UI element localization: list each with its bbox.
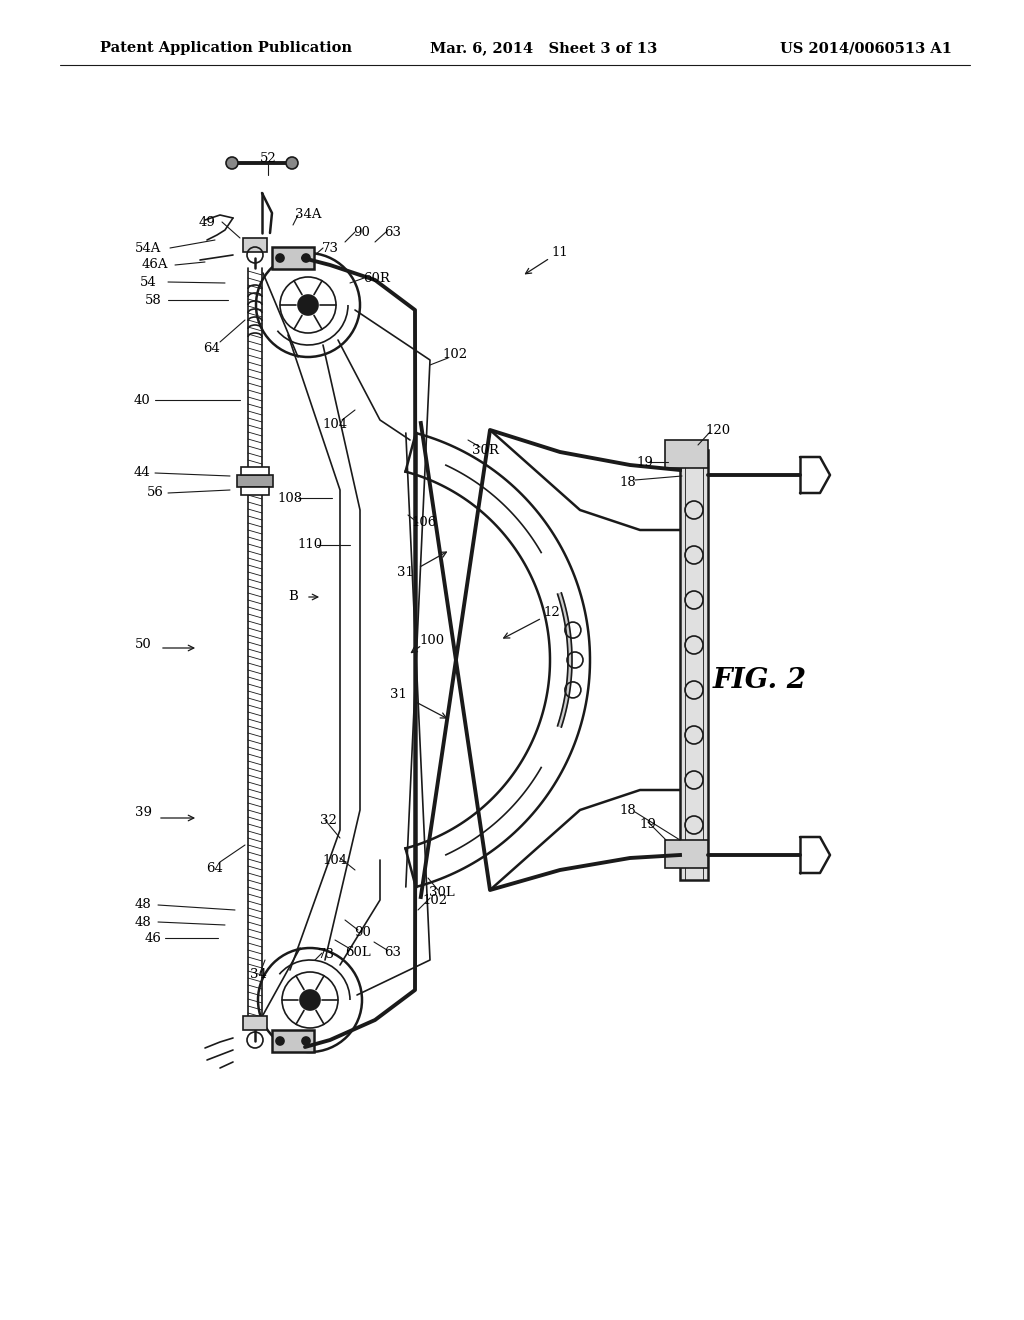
Text: 30L: 30L xyxy=(429,886,455,899)
Bar xyxy=(665,840,708,869)
Circle shape xyxy=(302,1038,310,1045)
Text: 12: 12 xyxy=(544,606,560,619)
Text: 39: 39 xyxy=(134,805,152,818)
Bar xyxy=(241,487,269,495)
Text: 90: 90 xyxy=(354,927,372,940)
Bar xyxy=(665,440,708,469)
Bar xyxy=(272,247,314,269)
Text: 120: 120 xyxy=(706,424,730,437)
Circle shape xyxy=(276,1038,284,1045)
Text: 102: 102 xyxy=(423,894,447,907)
Text: 34: 34 xyxy=(250,969,266,982)
Text: 64: 64 xyxy=(207,862,223,874)
Text: 104: 104 xyxy=(323,854,347,866)
Text: 19: 19 xyxy=(640,818,656,832)
Text: 48: 48 xyxy=(134,899,152,912)
Text: 31: 31 xyxy=(389,689,407,701)
Text: 100: 100 xyxy=(420,634,444,647)
Polygon shape xyxy=(558,593,572,727)
Text: 106: 106 xyxy=(412,516,436,529)
Bar xyxy=(243,238,267,252)
Text: 60L: 60L xyxy=(345,946,371,960)
Text: 104: 104 xyxy=(323,418,347,432)
Text: 44: 44 xyxy=(133,466,151,479)
Text: 102: 102 xyxy=(442,348,468,362)
Text: 30R: 30R xyxy=(472,444,499,457)
Text: 18: 18 xyxy=(620,475,636,488)
Text: 63: 63 xyxy=(384,946,401,960)
Text: Patent Application Publication: Patent Application Publication xyxy=(100,41,352,55)
Text: 46: 46 xyxy=(144,932,162,945)
Text: 52: 52 xyxy=(260,152,276,165)
Text: 32: 32 xyxy=(319,813,337,826)
Text: 60R: 60R xyxy=(364,272,390,285)
Text: 90: 90 xyxy=(353,226,371,239)
Text: 11: 11 xyxy=(552,246,568,259)
Text: 54A: 54A xyxy=(135,242,161,255)
Text: 49: 49 xyxy=(199,215,215,228)
Text: 48: 48 xyxy=(134,916,152,928)
Circle shape xyxy=(226,157,238,169)
Text: US 2014/0060513 A1: US 2014/0060513 A1 xyxy=(780,41,952,55)
Text: Mar. 6, 2014   Sheet 3 of 13: Mar. 6, 2014 Sheet 3 of 13 xyxy=(430,41,657,55)
Text: 40: 40 xyxy=(133,393,151,407)
Text: 19: 19 xyxy=(637,455,653,469)
Bar xyxy=(241,467,269,475)
Circle shape xyxy=(302,253,310,261)
Text: 50: 50 xyxy=(134,639,152,652)
Text: 110: 110 xyxy=(297,539,323,552)
Text: 58: 58 xyxy=(144,293,162,306)
Text: FIG. 2: FIG. 2 xyxy=(713,667,807,693)
Bar xyxy=(237,475,273,487)
Text: 64: 64 xyxy=(204,342,220,355)
Text: B: B xyxy=(288,590,298,603)
Circle shape xyxy=(276,253,284,261)
Text: 73: 73 xyxy=(322,242,339,255)
Circle shape xyxy=(300,990,319,1010)
Bar xyxy=(243,1016,267,1030)
Text: 31: 31 xyxy=(396,565,414,578)
Text: 18: 18 xyxy=(620,804,636,817)
Text: 108: 108 xyxy=(278,491,302,504)
Text: 73: 73 xyxy=(317,949,335,961)
Bar xyxy=(272,1030,314,1052)
Circle shape xyxy=(298,294,318,315)
Text: 54: 54 xyxy=(139,276,157,289)
Text: 34A: 34A xyxy=(295,209,322,222)
Circle shape xyxy=(286,157,298,169)
Text: 63: 63 xyxy=(384,226,401,239)
Bar xyxy=(680,450,708,880)
Text: 56: 56 xyxy=(146,487,164,499)
Text: 46A: 46A xyxy=(141,259,168,272)
